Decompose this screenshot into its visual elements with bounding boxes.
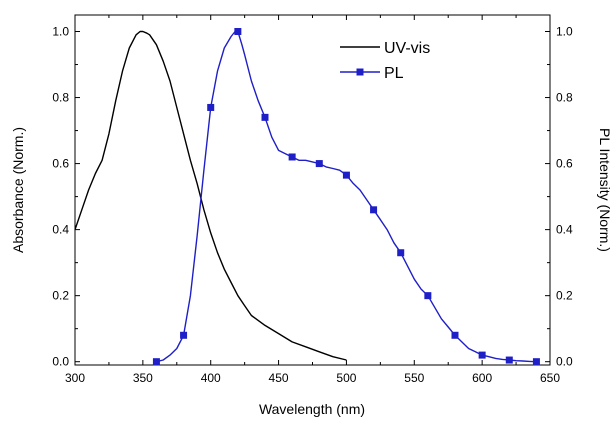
pl-marker <box>180 331 188 339</box>
x-tick-label: 450 <box>269 371 289 385</box>
pl-marker <box>532 358 540 366</box>
y-right-axis-title: PL Intensity (Norm.) <box>597 128 613 252</box>
y-right-tick-label: 0.8 <box>556 91 573 105</box>
pl-marker <box>261 113 269 121</box>
y-left-tick-label: 0.4 <box>52 223 69 237</box>
pl-marker <box>234 28 242 36</box>
legend-label-uvvis: UV-vis <box>384 40 430 57</box>
y-left-tick-label: 0.8 <box>52 91 69 105</box>
x-ticks: 300 350 400 450 500 550 600 650 <box>65 15 560 385</box>
y-left-ticks: 0.0 0.2 0.4 0.6 0.8 1.0 <box>52 25 80 369</box>
pl-marker <box>397 249 405 257</box>
y-left-tick-label: 0.2 <box>52 289 69 303</box>
pl-marker <box>424 292 432 300</box>
y-left-tick-label: 0.6 <box>52 157 69 171</box>
x-axis-title: Wavelength (nm) <box>259 401 365 417</box>
y-left-tick-label: 0.0 <box>52 355 69 369</box>
pl-marker <box>207 103 215 111</box>
pl-marker <box>478 351 486 359</box>
y-right-tick-label: 1.0 <box>556 25 573 39</box>
plot-frame <box>74 14 551 366</box>
pl-marker <box>370 206 378 214</box>
y-right-tick-label: 0.4 <box>556 223 573 237</box>
y-right-tick-label: 0.0 <box>556 355 573 369</box>
x-tick-label: 600 <box>472 371 492 385</box>
y-right-tick-label: 0.6 <box>556 157 573 171</box>
series-layer <box>74 28 540 366</box>
x-tick-label: 500 <box>336 371 356 385</box>
y-right-tick-label: 0.2 <box>556 289 573 303</box>
pl-marker <box>288 153 296 161</box>
legend: UV-vis PL <box>340 40 430 82</box>
legend-label-pl: PL <box>384 65 404 82</box>
y-left-axis-title: Absorbance (Norm.) <box>10 127 26 253</box>
y-right-ticks: 0.0 0.2 0.4 0.6 0.8 1.0 <box>545 25 573 369</box>
pl-marker <box>152 358 160 366</box>
y-left-tick-label: 1.0 <box>52 25 69 39</box>
pl-marker <box>505 356 513 364</box>
pl-marker <box>451 331 459 339</box>
x-tick-label: 400 <box>201 371 221 385</box>
series-line-pl <box>156 30 537 363</box>
x-tick-label: 300 <box>65 371 85 385</box>
x-tick-label: 550 <box>404 371 424 385</box>
pl-marker <box>315 160 323 168</box>
series-line-uvvis <box>74 30 347 361</box>
pl-marker <box>342 171 350 179</box>
legend-marker-pl <box>356 68 364 76</box>
x-tick-label: 650 <box>540 371 560 385</box>
x-tick-label: 350 <box>133 371 153 385</box>
